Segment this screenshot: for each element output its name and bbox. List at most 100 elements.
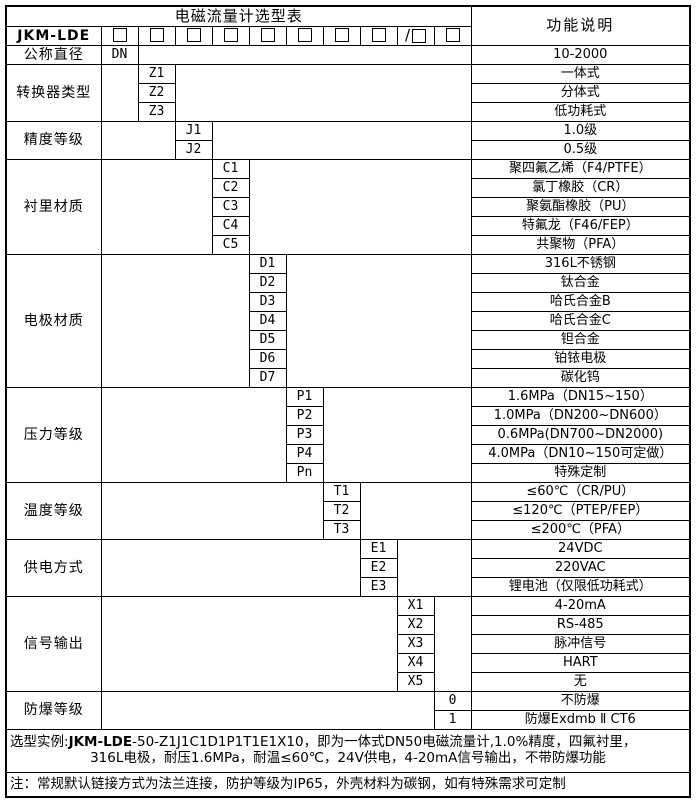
option-code: X3 [396, 634, 435, 654]
spacer-cell [359, 482, 472, 540]
table-row: P4 4.0MPa（DN10~150可定做） [6, 444, 691, 464]
option-description: 分体式 [470, 83, 691, 103]
option-code: D4 [248, 311, 287, 331]
spacer-cell [137, 45, 472, 65]
option-description: HART [470, 653, 691, 673]
spacer-cell [285, 254, 472, 388]
option-code: C3 [211, 197, 250, 217]
section-label: 供电方式 [5, 539, 102, 597]
model-checkbox-cell[interactable] [359, 26, 398, 46]
option-description: 316L不锈钢 [470, 254, 691, 274]
model-checkbox-cell[interactable] [285, 26, 324, 46]
example-line-2: 316L电极，耐压1.6MPa，耐温≤60℃，24V供电，4-20mA信号输出，… [90, 750, 606, 766]
model-prefix: JKM-LDE [5, 26, 102, 46]
option-code: 1 [433, 710, 472, 730]
option-code: D3 [248, 292, 287, 312]
option-code: D6 [248, 349, 287, 369]
section-label: 精度等级 [5, 121, 102, 160]
option-description: 220VAC [470, 558, 691, 578]
option-code: Z2 [137, 83, 176, 103]
example-rest: -50-Z1J1C1D1P1T1E1X10，即为一体式DN50电磁流量计,1.0… [132, 734, 637, 751]
model-checkbox-cell[interactable]: / [396, 26, 435, 46]
table-row: P3 0.6MPa(DN700~DN2000) [6, 425, 691, 445]
table-row: Z2 分体式 [6, 83, 691, 103]
option-code: T2 [322, 501, 361, 521]
option-code: E2 [359, 558, 398, 578]
option-description: 0.6MPa(DN700~DN2000) [470, 425, 691, 445]
section-label: 温度等级 [5, 482, 102, 540]
spacer-cell [174, 64, 472, 122]
checkbox-icon [223, 28, 238, 43]
slash-mark: / [404, 26, 411, 45]
option-code: X1 [396, 596, 435, 616]
model-checkbox-cell[interactable] [174, 26, 213, 46]
checkbox-icon [149, 28, 164, 43]
option-description: 24VDC [470, 539, 691, 559]
model-checkbox-cell[interactable] [100, 26, 139, 46]
checkbox-icon [260, 28, 275, 43]
table-row: 公称直径 DN 10-2000 [5, 45, 691, 65]
option-code: C1 [211, 159, 250, 179]
selection-table: 电磁流量计选型表 功能说明 JKM-LDE / 公称直径 DN 10-2000 转换器… [5, 5, 691, 798]
option-description: 氯丁橡胶（CR） [470, 178, 691, 198]
option-description: 聚四氟乙烯（F4/PTFE） [470, 159, 691, 179]
table-row: 压力等级 P1 1.6MPa（DN15~150） [5, 387, 691, 483]
selection-sheet: 电磁流量计选型表 功能说明 JKM-LDE / 公称直径 DN 10-2000 转换器… [5, 5, 691, 798]
spacer-cell [322, 387, 472, 483]
option-description: 0.5级 [470, 140, 691, 160]
table-row: 防爆等级 0 不防爆 [5, 691, 691, 730]
model-checkbox-cell[interactable] [137, 26, 176, 46]
option-code: D7 [248, 368, 287, 388]
spacer-cell [100, 539, 361, 597]
option-code: DN [100, 45, 139, 65]
option-code: C2 [211, 178, 250, 198]
option-description: 脉冲信号 [470, 634, 691, 654]
option-code: X5 [396, 672, 435, 692]
option-description: 聚氨酯橡胶（PU） [470, 197, 691, 217]
spacer-cell [100, 596, 398, 692]
model-checkbox-cell[interactable] [433, 26, 472, 46]
table-row: P2 1.0MPa（DN200~DN600） [6, 406, 691, 426]
option-code: Z3 [137, 102, 176, 122]
option-code: Z1 [137, 64, 176, 84]
option-description: 4-20mA [470, 596, 691, 616]
option-code: C5 [211, 235, 250, 255]
example-model-code: JKM-LDE [68, 734, 133, 751]
table-row: 精度等级 J1 1.0级 [5, 121, 691, 160]
option-description: 1.0级 [470, 121, 691, 141]
option-description: 钛合金 [470, 273, 691, 293]
option-description: 1.6MPa（DN15~150） [470, 387, 691, 407]
example-row: 选型实例:JKM-LDE-50-Z1J1C1D1P1T1E1X10，即为一体式D… [5, 729, 691, 773]
table-row: D3 哈氏合金B [6, 292, 691, 312]
checkbox-icon [412, 29, 427, 43]
title-row: 电磁流量计选型表 功能说明 [5, 5, 691, 46]
model-checkbox-cell[interactable] [322, 26, 361, 46]
model-checkbox-cell[interactable] [211, 26, 250, 46]
table-row: 1 防爆Exdmb Ⅱ CT6 [6, 710, 691, 730]
spacer-cell [100, 482, 324, 540]
checkbox-icon [186, 28, 201, 43]
table-row: C2 氯丁橡胶（CR） [6, 178, 691, 198]
option-code: C4 [211, 216, 250, 236]
option-description: 特殊定制 [470, 463, 691, 483]
option-description: ≤60℃（CR/PU） [470, 482, 691, 502]
option-code: E1 [359, 539, 398, 559]
table-row: X4 HART [6, 653, 691, 673]
spacer-cell [100, 254, 250, 388]
table-row: D2 钛合金 [6, 273, 691, 293]
option-description: 1.0MPa（DN200~DN600） [470, 406, 691, 426]
option-code: 0 [433, 691, 472, 711]
option-code: J2 [174, 140, 213, 160]
option-description: 无 [470, 672, 691, 692]
model-checkbox-cell[interactable] [248, 26, 287, 46]
spacer-cell [100, 121, 176, 160]
checkbox-icon [334, 28, 349, 43]
example-line-1: 选型实例:JKM-LDE-50-Z1J1C1D1P1T1E1X10，即为一体式D… [10, 735, 686, 751]
table-row: J2 0.5级 [6, 140, 691, 160]
option-description: 特氟龙（F46/FEP） [470, 216, 691, 236]
selection-example: 选型实例:JKM-LDE-50-Z1J1C1D1P1T1E1X10，即为一体式D… [5, 729, 691, 773]
option-code: P2 [285, 406, 324, 426]
model-row: JKM-LDE / [5, 26, 690, 46]
option-code: J1 [174, 121, 213, 141]
option-code: T3 [322, 520, 361, 540]
